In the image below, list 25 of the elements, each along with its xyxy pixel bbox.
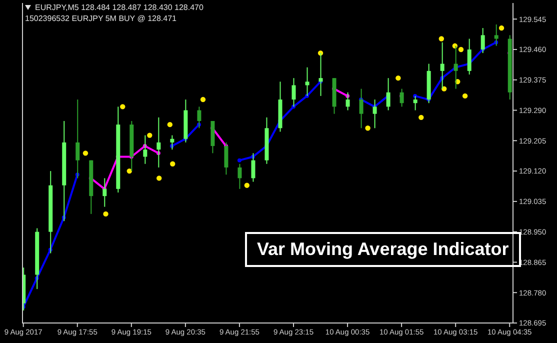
point	[396, 75, 401, 81]
point	[82, 150, 88, 156]
point	[167, 122, 173, 128]
candlestick	[292, 78, 296, 108]
point	[458, 46, 464, 52]
point	[200, 96, 206, 102]
text: Var Moving Average Indicator	[257, 239, 509, 259]
point	[156, 176, 162, 181]
point	[126, 168, 132, 174]
point	[365, 126, 370, 131]
point	[147, 132, 152, 138]
candlestick	[413, 95, 418, 111]
point	[498, 25, 504, 31]
annotation: 1502396532 EURJPY 5M BUY @ 128.471	[25, 13, 176, 24]
annotation: EURJPY,M5 128.484 128.487 128.430 128.470	[35, 2, 204, 13]
point	[462, 93, 468, 99]
candlestick	[238, 163, 242, 190]
candlestick	[305, 66, 310, 96]
point	[237, 158, 242, 162]
point	[170, 161, 176, 166]
point	[244, 182, 250, 188]
point	[438, 36, 444, 42]
point	[103, 211, 108, 217]
point	[418, 114, 424, 120]
point	[120, 104, 126, 110]
